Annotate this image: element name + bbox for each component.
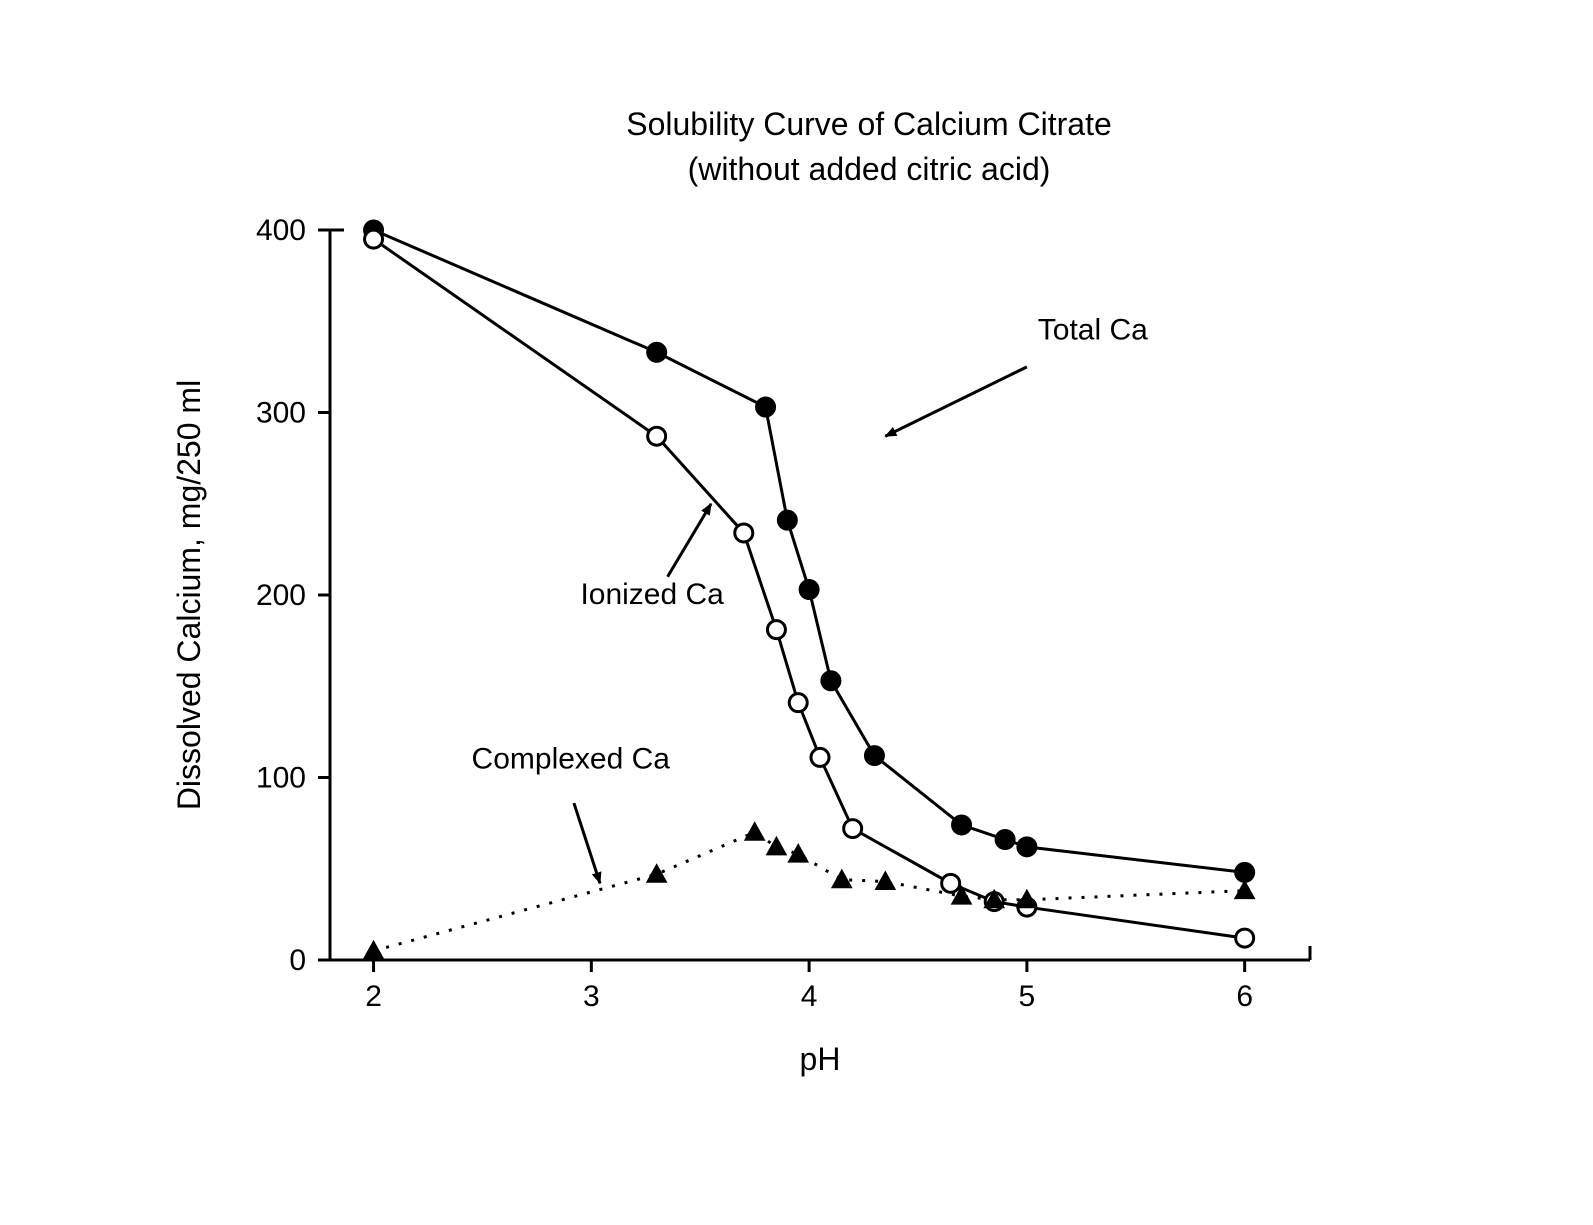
y-tick-label: 400 [256, 214, 306, 247]
y-tick-label: 300 [256, 397, 306, 430]
annotation-arrow [885, 367, 1027, 436]
y-tick-label: 100 [256, 762, 306, 795]
chart-title-line1: Solubility Curve of Calcium Citrate [626, 106, 1112, 142]
chart-title-line2: (without added citric acid) [688, 151, 1051, 187]
y-tick-label: 200 [256, 579, 306, 612]
annotation-arrow [668, 504, 712, 577]
chart-container: Solubility Curve of Calcium Citrate (wit… [0, 0, 1593, 1225]
series-label-complexed-ca: Complexed Ca [472, 742, 671, 775]
x-tick-label: 5 [1019, 980, 1036, 1013]
series-complexed-ca [364, 822, 1255, 959]
series-label-total-ca: Total Ca [1038, 314, 1148, 347]
series-label-ionized-ca: Ionized Ca [580, 578, 724, 611]
x-tick-label: 2 [365, 980, 382, 1013]
annotation-arrow [574, 803, 600, 883]
x-tick-label: 6 [1236, 980, 1253, 1013]
y-tick-label: 0 [289, 944, 306, 977]
axes-group: 2 3 4 5 6 0 100 200 300 400 [256, 214, 1310, 1013]
solubility-chart: Solubility Curve of Calcium Citrate (wit… [0, 0, 1593, 1225]
x-axis-label: pH [800, 1041, 841, 1077]
x-tick-label: 3 [583, 980, 600, 1013]
y-axis-label: Dissolved Calcium, mg/250 ml [171, 380, 207, 810]
x-tick-label: 4 [801, 980, 818, 1013]
